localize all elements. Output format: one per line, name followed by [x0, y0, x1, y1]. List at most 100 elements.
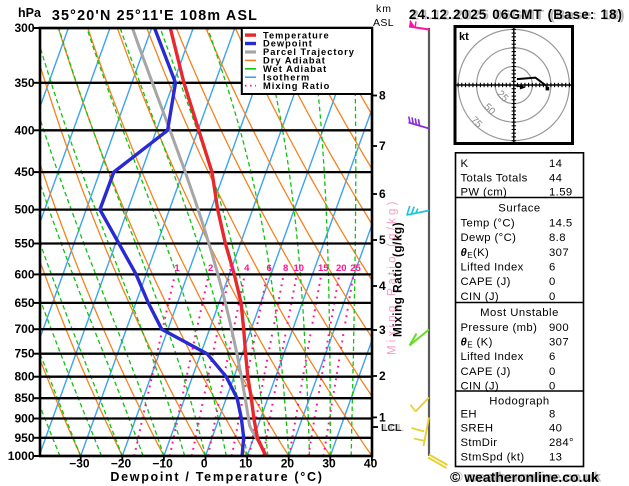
svg-text:284°: 284°	[549, 437, 574, 449]
svg-text:7: 7	[379, 139, 386, 153]
svg-text:800: 800	[14, 370, 34, 384]
svg-text:10: 10	[294, 263, 305, 274]
svg-text:950: 950	[14, 431, 34, 445]
svg-text:2: 2	[379, 369, 386, 383]
svg-text:Mixing Ratio (g/kg): Mixing Ratio (g/kg)	[391, 222, 405, 337]
svg-text:EH: EH	[461, 408, 478, 420]
svg-text:−20: −20	[111, 457, 132, 471]
svg-text:1: 1	[174, 263, 180, 274]
svg-text:SREH: SREH	[461, 423, 494, 435]
svg-text:LCL: LCL	[384, 422, 405, 434]
svg-text:8: 8	[283, 263, 288, 274]
svg-text:© weatheronline.co.uk: © weatheronline.co.uk	[453, 469, 602, 485]
svg-text:40: 40	[549, 423, 562, 435]
svg-text:θE(K): θE(K)	[461, 247, 490, 260]
svg-text:6: 6	[549, 351, 556, 363]
svg-text:Surface: Surface	[498, 202, 540, 214]
svg-text:Lifted Index: Lifted Index	[461, 351, 524, 363]
svg-text:5: 5	[379, 233, 386, 247]
svg-text:Hodograph: Hodograph	[489, 396, 549, 408]
svg-text:Dewpoint / Temperature (°C): Dewpoint / Temperature (°C)	[110, 470, 323, 484]
svg-text:Mixing Ratio (g/kg): Mixing Ratio (g/kg)	[387, 198, 399, 355]
svg-text:25: 25	[350, 263, 361, 274]
svg-text:θE (K): θE (K)	[461, 337, 493, 350]
svg-text:4: 4	[244, 263, 250, 274]
svg-text:307: 307	[549, 247, 569, 259]
svg-text:LCL: LCL	[381, 422, 402, 434]
svg-text:650: 650	[14, 296, 34, 310]
svg-text:8: 8	[379, 89, 386, 103]
svg-text:500: 500	[14, 203, 34, 217]
svg-text:K: K	[461, 158, 469, 170]
svg-text:750: 750	[14, 347, 34, 361]
svg-text:CAPE (J): CAPE (J)	[461, 366, 511, 378]
svg-text:Lifted Index: Lifted Index	[461, 262, 524, 274]
svg-text:30: 30	[322, 457, 336, 471]
svg-text:6: 6	[267, 263, 272, 274]
svg-text:Isotherm: Isotherm	[263, 73, 310, 83]
svg-text:600: 600	[14, 267, 34, 281]
svg-text:Parcel Trajectory: Parcel Trajectory	[263, 47, 355, 57]
svg-text:Pressure (mb): Pressure (mb)	[461, 322, 538, 334]
svg-text:20: 20	[336, 263, 347, 274]
svg-text:550: 550	[14, 237, 34, 251]
svg-text:900: 900	[549, 322, 569, 334]
svg-text:Totals Totals: Totals Totals	[461, 172, 528, 184]
svg-text:ASL: ASL	[373, 17, 394, 29]
svg-text:44: 44	[549, 172, 562, 184]
svg-text:Mixing Ratio: Mixing Ratio	[263, 81, 330, 91]
svg-text:20: 20	[281, 457, 295, 471]
svg-text:Dewpoint: Dewpoint	[263, 39, 313, 49]
svg-text:Dry Adiabat: Dry Adiabat	[263, 56, 326, 66]
svg-text:13: 13	[549, 452, 562, 464]
svg-text:307: 307	[549, 337, 569, 349]
svg-text:6: 6	[549, 262, 556, 274]
svg-text:PW (cm): PW (cm)	[461, 187, 508, 199]
svg-text:400: 400	[14, 123, 34, 137]
svg-text:StmSpd (kt): StmSpd (kt)	[461, 452, 525, 464]
svg-text:1.59: 1.59	[549, 187, 573, 199]
svg-text:0: 0	[549, 380, 556, 392]
svg-text:Temperature: Temperature	[263, 30, 330, 40]
svg-text:CAPE (J): CAPE (J)	[461, 276, 511, 288]
svg-text:8: 8	[549, 408, 556, 420]
svg-text:Most Unstable: Most Unstable	[480, 307, 559, 319]
svg-text:0: 0	[549, 291, 556, 303]
svg-text:700: 700	[14, 322, 34, 336]
svg-text:0: 0	[549, 276, 556, 288]
svg-text:StmDir: StmDir	[461, 437, 498, 449]
svg-text:3: 3	[379, 323, 386, 337]
svg-text:24.12.2025 06GMT (Base: 18): 24.12.2025 06GMT (Base: 18)	[411, 8, 625, 23]
svg-text:CIN (J): CIN (J)	[461, 291, 500, 303]
svg-text:350: 350	[14, 76, 34, 90]
svg-text:35°20'N 25°11'E 108m ASL: 35°20'N 25°11'E 108m ASL	[52, 8, 258, 24]
svg-text:CIN (J): CIN (J)	[461, 380, 500, 392]
svg-text:14: 14	[549, 158, 562, 170]
svg-text:40: 40	[364, 457, 378, 471]
svg-text:−30: −30	[69, 457, 90, 471]
svg-text:14.5: 14.5	[549, 217, 573, 229]
svg-text:300: 300	[14, 21, 34, 35]
svg-text:0: 0	[201, 457, 208, 471]
svg-text:8.8: 8.8	[549, 232, 566, 244]
svg-text:0: 0	[549, 366, 556, 378]
svg-text:900: 900	[14, 412, 34, 426]
svg-text:3: 3	[229, 263, 234, 274]
svg-text:1: 1	[379, 410, 386, 424]
svg-text:1000: 1000	[8, 449, 35, 463]
svg-text:Dewp (°C): Dewp (°C)	[461, 232, 517, 244]
svg-text:10: 10	[239, 457, 253, 471]
svg-text:Wet Adiabat: Wet Adiabat	[263, 64, 327, 74]
svg-text:4: 4	[379, 279, 386, 293]
svg-text:6: 6	[379, 187, 386, 201]
svg-text:450: 450	[14, 165, 34, 179]
svg-text:km: km	[376, 3, 392, 15]
svg-text:© weatheronline.co.uk: © weatheronline.co.uk	[450, 469, 599, 485]
svg-text:Temp (°C): Temp (°C)	[461, 217, 516, 229]
svg-text:−10: −10	[152, 457, 173, 471]
svg-text:2: 2	[208, 263, 213, 274]
svg-text:24.12.2025 06GMT (Base: 18): 24.12.2025 06GMT (Base: 18)	[409, 7, 623, 22]
svg-text:kt: kt	[459, 31, 469, 43]
svg-text:850: 850	[14, 391, 34, 405]
svg-text:hPa: hPa	[18, 6, 42, 20]
